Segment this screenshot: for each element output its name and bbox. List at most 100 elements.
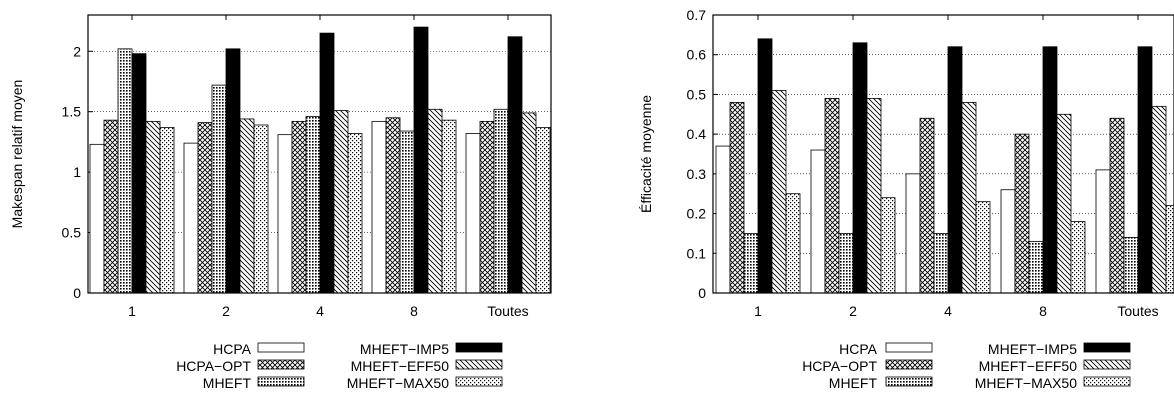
y-tick-label: 0.2 (687, 206, 707, 222)
bar-empty-1 (810, 149, 826, 294)
x-tick-label: 2 (849, 303, 857, 319)
legend-label: MHEFT−EFF50 (979, 358, 1078, 374)
legend-swatch-solid (455, 342, 503, 353)
bar-solid-4 (1137, 46, 1153, 294)
bar-solid-1 (852, 42, 868, 294)
legend-swatch-sparse-dots (455, 376, 503, 387)
legend-swatch-empty (885, 342, 933, 353)
legend-label: MHEFT−MAX50 (975, 375, 1078, 391)
bar-crosshatch-4 (479, 120, 495, 294)
y-tick-label: 0 (73, 285, 81, 301)
bar-sparse-dots-1 (253, 124, 269, 294)
bar-crosshatch-0 (103, 119, 119, 294)
bar-crosshatch-2 (291, 120, 307, 294)
bar-sparse-dots-4 (535, 127, 551, 294)
bar-sparse-dots-4 (1165, 205, 1174, 294)
x-tick-label: 2 (222, 303, 230, 319)
bar-dense-dots-4 (1123, 236, 1139, 294)
legend-swatch-crosshatch (257, 359, 305, 370)
bar-empty-0 (89, 143, 105, 294)
legend-swatch-diagonal (455, 359, 503, 370)
bar-solid-2 (947, 46, 963, 294)
y-tick-label: 0.1 (687, 245, 707, 261)
makespan-chart: 0 0.5 1 1.5 2 Makespan relatif moyen 1 2 4 8 Toute… (9, 14, 552, 391)
legend-label: HCPA (213, 341, 252, 357)
bar-crosshatch-0 (729, 101, 745, 294)
bar-crosshatch-1 (197, 122, 213, 294)
y-axis-label: Makespan relatif moyen (9, 80, 25, 229)
bar-diagonal-3 (427, 108, 443, 294)
legend-label: MHEFT−MAX50 (347, 375, 450, 391)
legend-label: MHEFT−EFF50 (351, 358, 450, 374)
legend-swatch-diagonal (1083, 359, 1131, 370)
legend-label: MHEFT (203, 375, 252, 391)
bar-empty-2 (277, 134, 293, 294)
bar-empty-3 (1000, 189, 1016, 294)
bar-sparse-dots-3 (441, 119, 457, 294)
legend-swatch-solid (1083, 342, 1131, 353)
y-tick-label: 0.7 (687, 7, 707, 23)
bar-dense-dots-2 (305, 116, 321, 294)
legend-swatch-dense-dots (257, 376, 305, 387)
bar-sparse-dots-2 (975, 201, 991, 294)
efficiency-chart: 0 0.1 0.2 0.3 0.4 0.5 0.6 0.7 Éfficacité moyenne… (638, 7, 1174, 391)
bar-solid-3 (413, 26, 429, 294)
bar-crosshatch-4 (1109, 117, 1125, 294)
bar-diagonal-3 (1056, 113, 1072, 294)
x-tick-label: Toutes (487, 303, 528, 319)
legend-label: HCPA−OPT (802, 358, 877, 374)
bar-solid-0 (757, 38, 773, 294)
x-tick-label: 1 (128, 303, 136, 319)
legend-swatch-crosshatch (885, 359, 933, 370)
legend-label: MHEFT−IMP5 (988, 341, 1077, 357)
bar-solid-3 (1042, 46, 1058, 294)
bar-crosshatch-1 (824, 98, 840, 294)
bar-empty-3 (371, 120, 387, 294)
y-tick-label: 2 (73, 43, 81, 59)
bar-empty-1 (183, 142, 199, 294)
legend-swatch-sparse-dots (1083, 376, 1131, 387)
y-tick-label: 0.4 (687, 126, 707, 142)
bar-diagonal-0 (771, 90, 787, 294)
y-axis-label: Éfficacité moyenne (638, 95, 654, 213)
legend-label: MHEFT (829, 375, 878, 391)
bar-dense-dots-1 (838, 233, 854, 294)
bar-crosshatch-3 (385, 117, 401, 294)
bar-diagonal-0 (145, 120, 161, 294)
y-tick-label: 0.5 (687, 86, 707, 102)
bar-dense-dots-0 (743, 233, 759, 294)
bar-empty-0 (715, 145, 731, 294)
legend-label: HCPA (839, 341, 878, 357)
legend-swatch-dense-dots (885, 376, 933, 387)
legend-label: MHEFT−IMP5 (360, 341, 449, 357)
plot-frame (712, 14, 1174, 294)
bar-sparse-dots-0 (159, 127, 175, 294)
bar-crosshatch-2 (919, 117, 935, 294)
legend-swatch-empty (257, 342, 305, 353)
x-tick-label: 8 (1039, 303, 1047, 319)
y-tick-label: 0.3 (687, 166, 707, 182)
bar-sparse-dots-2 (347, 133, 363, 294)
x-tick-label: Toutes (1117, 303, 1158, 319)
y-tick-label: 1 (73, 164, 81, 180)
bar-solid-0 (131, 53, 147, 294)
x-tick-label: 4 (316, 303, 324, 319)
bar-empty-2 (905, 173, 921, 294)
bar-diagonal-1 (239, 118, 255, 294)
bar-dense-dots-3 (399, 130, 415, 294)
bar-dense-dots-3 (1028, 240, 1044, 294)
bar-empty-4 (1095, 169, 1111, 294)
y-tick-label: 0 (698, 285, 706, 301)
bar-diagonal-4 (1151, 105, 1167, 294)
bar-dense-dots-2 (933, 233, 949, 294)
y-tick-label: 0.6 (687, 47, 707, 63)
bar-solid-1 (225, 48, 241, 294)
x-tick-label: 1 (754, 303, 762, 319)
x-tick-label: 8 (410, 303, 418, 319)
y-tick-label: 1.5 (62, 104, 82, 120)
bar-empty-4 (465, 133, 481, 294)
bar-dense-dots-0 (117, 48, 133, 294)
plot-frame (87, 14, 552, 294)
